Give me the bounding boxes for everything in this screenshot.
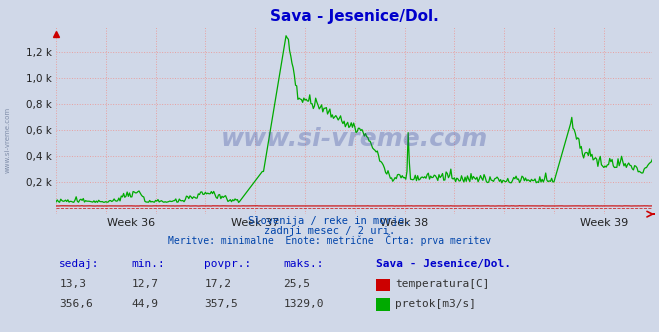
Text: www.si-vreme.com: www.si-vreme.com <box>221 127 488 151</box>
Text: 25,5: 25,5 <box>283 279 310 289</box>
Text: Slovenija / reke in morje.: Slovenija / reke in morje. <box>248 216 411 226</box>
Text: min.:: min.: <box>132 259 165 269</box>
Text: 357,5: 357,5 <box>204 299 238 309</box>
Text: temperatura[C]: temperatura[C] <box>395 279 490 289</box>
Text: 13,3: 13,3 <box>59 279 86 289</box>
Text: 12,7: 12,7 <box>132 279 159 289</box>
Text: 356,6: 356,6 <box>59 299 93 309</box>
Text: 17,2: 17,2 <box>204 279 231 289</box>
Text: maks.:: maks.: <box>283 259 324 269</box>
Text: zadnji mesec / 2 uri.: zadnji mesec / 2 uri. <box>264 226 395 236</box>
Text: Meritve: minimalne  Enote: metrične  Črta: prva meritev: Meritve: minimalne Enote: metrične Črta:… <box>168 234 491 246</box>
Text: www.si-vreme.com: www.si-vreme.com <box>5 106 11 173</box>
Text: pretok[m3/s]: pretok[m3/s] <box>395 299 476 309</box>
Text: povpr.:: povpr.: <box>204 259 252 269</box>
Title: Sava - Jesenice/Dol.: Sava - Jesenice/Dol. <box>270 9 439 24</box>
Text: 1329,0: 1329,0 <box>283 299 324 309</box>
Text: Sava - Jesenice/Dol.: Sava - Jesenice/Dol. <box>376 259 511 269</box>
Text: 44,9: 44,9 <box>132 299 159 309</box>
Text: sedaj:: sedaj: <box>59 259 100 269</box>
